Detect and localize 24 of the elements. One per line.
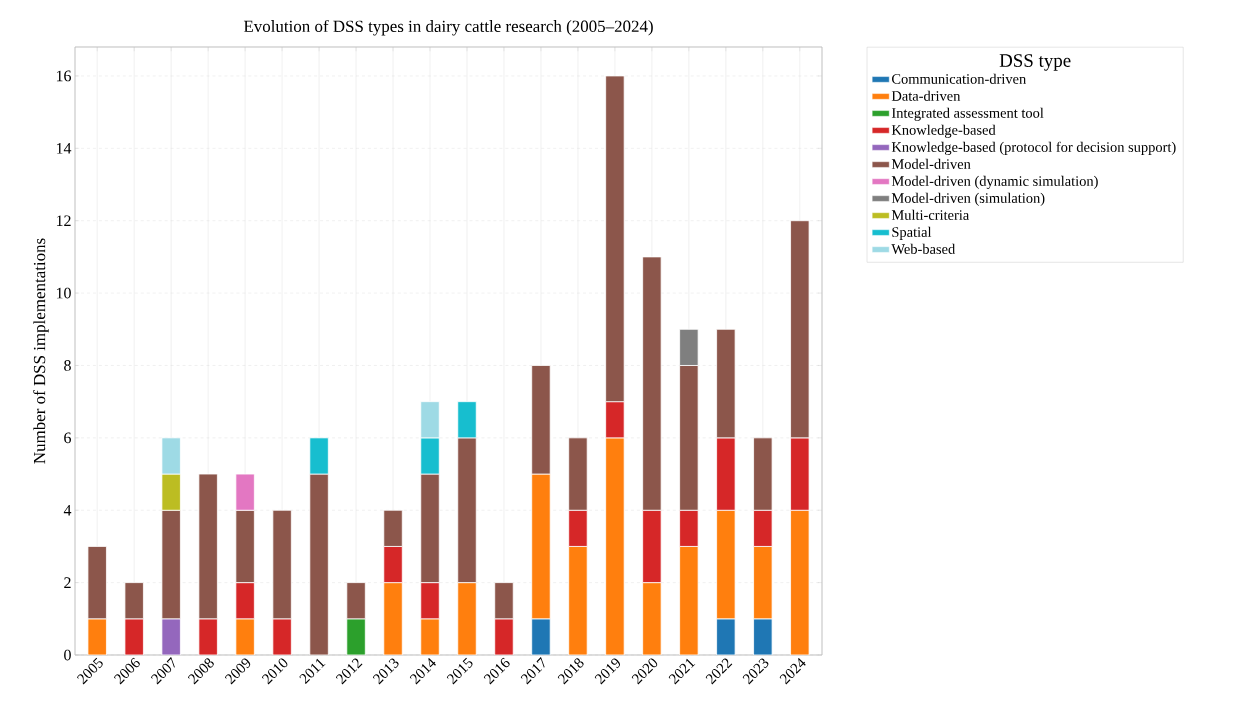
legend-label: Knowledge-based <box>891 124 996 138</box>
legend-title: DSS type <box>999 54 1071 71</box>
legend-label: Spatial <box>892 226 932 240</box>
y-tick-label: 0 <box>64 649 71 661</box>
x-tick-label: 2011 <box>299 658 326 684</box>
y-tick-label: 12 <box>56 215 71 226</box>
legend-label: Model-driven <box>891 158 971 169</box>
legend-label: Communication-driven <box>892 73 1027 84</box>
legend-label: Model-driven (simulation) <box>891 192 1045 206</box>
y-axis-title: Number of DSS implementations <box>33 238 49 464</box>
y-tick-label: 2 <box>64 577 71 588</box>
legend-label: Model-driven (dynamic simulation) <box>891 175 1098 189</box>
y-tick-label: 4 <box>63 505 72 516</box>
legend-label: Integrated assessment tool <box>891 107 1044 121</box>
legend-label: Multi-criteria <box>891 209 970 220</box>
y-tick-label: 6 <box>64 432 72 444</box>
legend-label: Data-driven <box>891 90 961 101</box>
y-tick-label: 8 <box>64 360 71 371</box>
legend-label: Web-based <box>891 243 956 255</box>
y-tick-label: 16 <box>56 70 72 82</box>
chart-title: Evolution of DSS types in dairy cattle research (2005–2024) <box>243 19 653 36</box>
y-tick-label: 10 <box>56 287 71 299</box>
y-tick-label: 14 <box>56 143 72 154</box>
legend-label: Knowledge-based (protocol for decision support) <box>891 141 1176 155</box>
